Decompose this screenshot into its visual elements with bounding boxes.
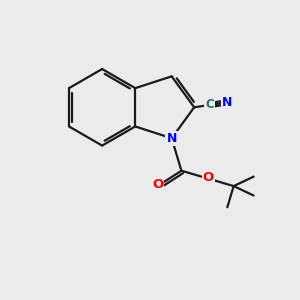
Text: N: N <box>167 132 177 145</box>
Text: C: C <box>205 98 214 111</box>
Text: N: N <box>222 96 232 109</box>
Text: O: O <box>203 171 214 184</box>
Text: O: O <box>152 178 164 191</box>
